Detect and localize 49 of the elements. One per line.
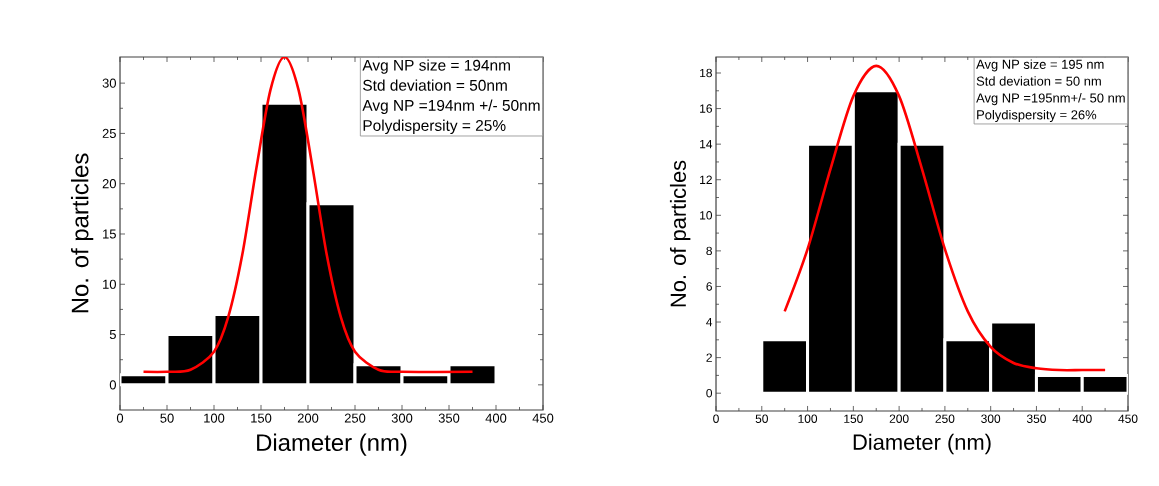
y-tick-label: 8 bbox=[706, 246, 712, 256]
annotation: Std deviation = 50nm bbox=[363, 79, 507, 91]
y-tick-label: 2 bbox=[706, 353, 712, 362]
x-tick-label: 450 bbox=[1118, 414, 1138, 423]
x-tick-label: 300 bbox=[391, 413, 413, 423]
y-tick-label: 18 bbox=[700, 68, 712, 78]
y-tick-label: 12 bbox=[700, 175, 712, 184]
x-tick-label: 200 bbox=[297, 413, 319, 423]
annotation: Std deviation = 50 nm bbox=[976, 76, 1101, 86]
annotation: Polydispersity = 25% bbox=[363, 119, 506, 134]
x-tick-label: 400 bbox=[1072, 414, 1092, 423]
x-tick-label: 350 bbox=[1026, 414, 1046, 423]
y-tick-label: 5 bbox=[109, 330, 116, 340]
y-tick-label: 20 bbox=[102, 179, 116, 189]
y-tick-label: 10 bbox=[700, 211, 713, 220]
x-tick-label: 150 bbox=[844, 414, 863, 423]
x-axis-title: Diameter (nm) bbox=[853, 433, 991, 455]
y-tick-label: 0 bbox=[706, 388, 713, 398]
x-tick-label: 350 bbox=[438, 413, 460, 423]
y-tick-label: 30 bbox=[102, 78, 116, 88]
x-tick-label: 400 bbox=[485, 413, 507, 423]
annotation: Avg NP =195nm+/- 50 nm bbox=[976, 93, 1125, 106]
x-tick-label: 0 bbox=[116, 413, 124, 423]
annotation: Avg NP size = 195 nm bbox=[976, 59, 1104, 72]
x-tick-label: 250 bbox=[935, 414, 955, 423]
x-tick-label: 0 bbox=[713, 414, 719, 423]
x-tick-label: 300 bbox=[981, 414, 1001, 423]
y-tick-label: 25 bbox=[102, 128, 116, 138]
x-tick-label: 50 bbox=[755, 414, 768, 423]
y-tick-label: 6 bbox=[706, 282, 712, 291]
y-tick-label: 0 bbox=[109, 380, 116, 390]
y-tick-label: 14 bbox=[700, 140, 713, 149]
x-tick-label: 100 bbox=[798, 414, 818, 423]
annotation: Avg NP =194nm +/- 50nm bbox=[362, 99, 540, 114]
y-axis-title: No. of particles bbox=[70, 153, 94, 313]
y-tick-label: 10 bbox=[103, 279, 116, 289]
x-tick-label: 150 bbox=[251, 413, 272, 423]
x-axis-title: Diameter (nm) bbox=[257, 433, 407, 456]
x-tick-label: 100 bbox=[204, 413, 225, 423]
x-tick-label: 250 bbox=[344, 413, 366, 423]
x-tick-label: 50 bbox=[160, 413, 174, 423]
y-tick-label: 4 bbox=[706, 317, 713, 327]
y-tick-label: 16 bbox=[700, 104, 712, 113]
annotation: Polydispersity = 26% bbox=[977, 109, 1097, 122]
y-tick-label: 15 bbox=[103, 229, 116, 239]
x-tick-label: 450 bbox=[532, 413, 554, 423]
x-tick-label: 200 bbox=[889, 414, 909, 423]
annotation: Avg NP size = 194nm bbox=[362, 59, 510, 74]
y-axis-title: No. of particles bbox=[669, 160, 691, 307]
